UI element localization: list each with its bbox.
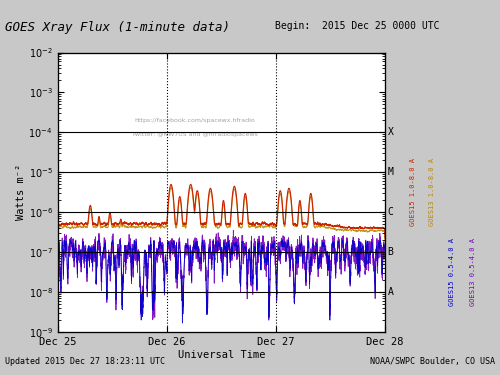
Text: B: B	[388, 247, 394, 257]
Text: A: A	[388, 287, 394, 297]
Text: GOES Xray Flux (1-minute data): GOES Xray Flux (1-minute data)	[5, 21, 230, 34]
Text: M: M	[388, 167, 394, 177]
Text: X: X	[388, 128, 394, 137]
Text: https://facebook.com/spacewx.hfradio: https://facebook.com/spacewx.hfradio	[134, 118, 256, 123]
Text: Begin:  2015 Dec 25 0000 UTC: Begin: 2015 Dec 25 0000 UTC	[275, 21, 440, 31]
Text: GOES13 1.0-8.0 A: GOES13 1.0-8.0 A	[430, 158, 436, 226]
X-axis label: Universal Time: Universal Time	[178, 350, 265, 360]
Text: Twitter: @NW7US and @hfradiospacews: Twitter: @NW7US and @hfradiospacews	[132, 132, 258, 137]
Text: Updated 2015 Dec 27 18:23:11 UTC: Updated 2015 Dec 27 18:23:11 UTC	[5, 357, 165, 366]
Text: GOES13 0.5-4.0 A: GOES13 0.5-4.0 A	[470, 238, 476, 306]
Text: GOES15 0.5-4.0 A: GOES15 0.5-4.0 A	[450, 238, 456, 306]
Text: GOES15 1.0-8.0 A: GOES15 1.0-8.0 A	[410, 158, 416, 226]
Text: C: C	[388, 207, 394, 217]
Text: NOAA/SWPC Boulder, CO USA: NOAA/SWPC Boulder, CO USA	[370, 357, 495, 366]
Y-axis label: Watts m⁻²: Watts m⁻²	[16, 164, 26, 220]
